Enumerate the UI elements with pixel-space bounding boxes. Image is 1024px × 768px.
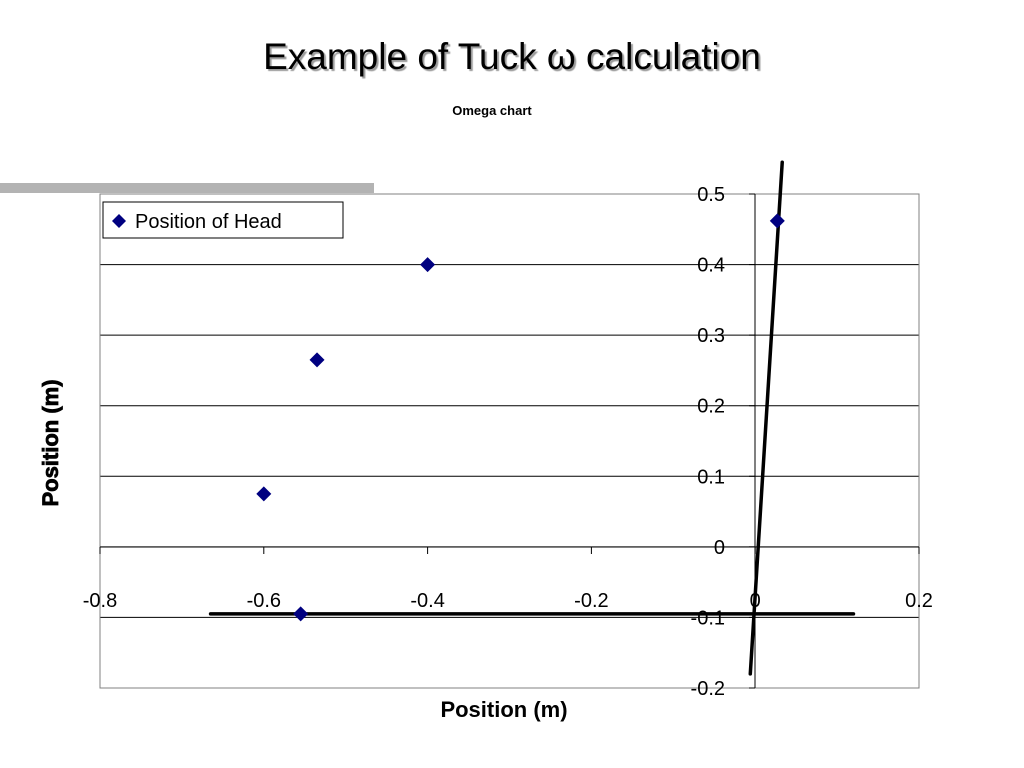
x-tick-label: -0.4 — [410, 590, 444, 612]
y-tick-label: 0.1 — [697, 466, 725, 488]
data-point — [256, 486, 272, 502]
annotation-lines — [208, 160, 856, 676]
chart-title: Omega chart — [452, 103, 532, 118]
y-tick-label: 0.5 — [697, 184, 725, 206]
legend: Position of Head — [102, 201, 344, 239]
plot-area — [99, 193, 920, 689]
slide-title: Example of Tuck ω calculation — [263, 36, 761, 77]
data-point — [293, 606, 309, 622]
y-tick-label: -0.2 — [691, 678, 725, 700]
x-tick-label: -0.2 — [574, 590, 608, 612]
legend-marker-diamond — [112, 214, 126, 228]
y-tick-label: -0.1 — [691, 607, 725, 629]
tick-labels: -0.8-0.6-0.4-0.200.2-0.2-0.100.10.20.30.… — [83, 184, 933, 700]
y-tick-label: 0.4 — [697, 255, 725, 277]
x-tick-label: -0.8 — [83, 590, 117, 612]
decorative-bar — [0, 183, 374, 193]
annotation-line — [748, 160, 784, 676]
y-tick-label: 0 — [714, 537, 725, 559]
data-point — [769, 213, 785, 229]
y-tick-label: 0.2 — [697, 396, 725, 418]
x-tick-label: -0.6 — [247, 590, 281, 612]
legend-label: Position of Head — [135, 211, 282, 233]
x-axis-label: Position (m) — [440, 697, 567, 722]
data-point — [420, 257, 436, 273]
legend-box — [102, 201, 344, 239]
y-tick-label: 0.3 — [697, 325, 725, 347]
data-point — [309, 352, 325, 368]
grid-lines — [100, 264, 919, 618]
data-points — [256, 213, 785, 622]
x-tick-label: 0.2 — [905, 590, 933, 612]
y-axis-label: Position (m) — [38, 379, 63, 506]
